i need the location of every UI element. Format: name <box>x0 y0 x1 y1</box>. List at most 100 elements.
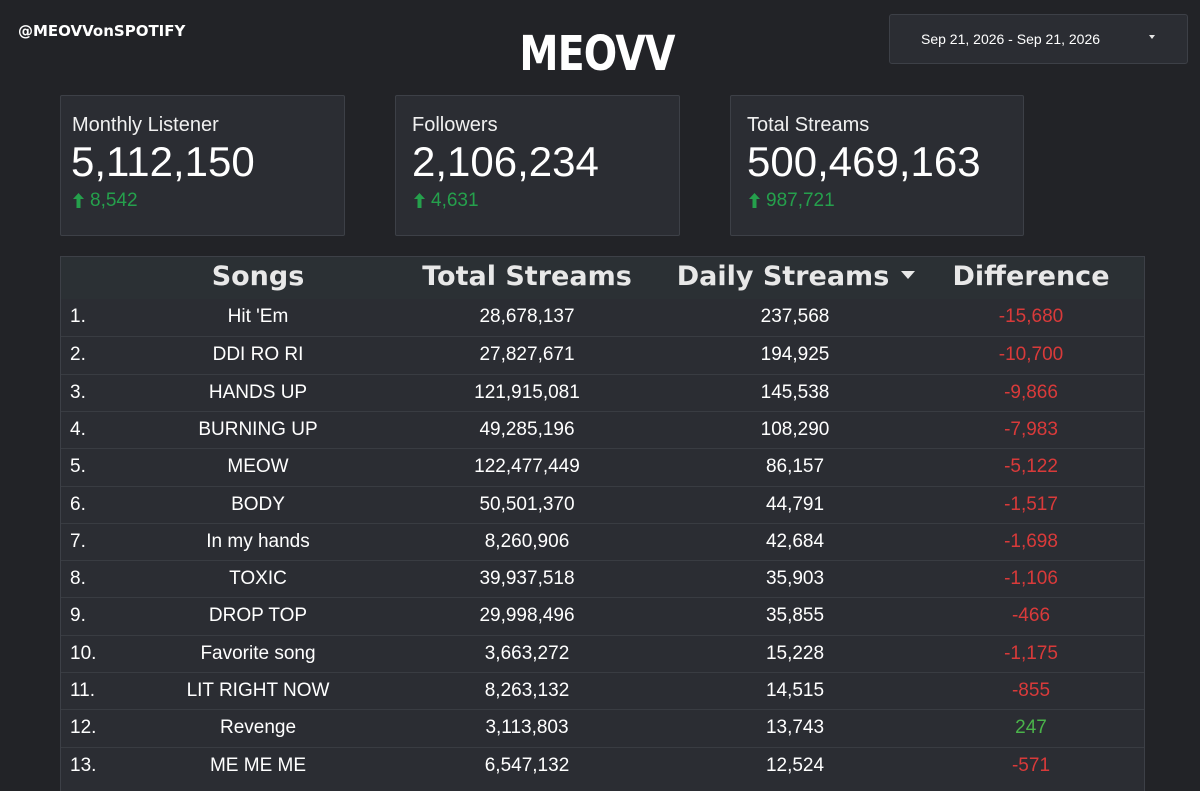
daily-streams-cell: 194,925 <box>760 344 830 366</box>
daily-streams-cell: 15,228 <box>765 642 825 664</box>
difference-cell: -466 <box>1011 605 1051 627</box>
date-range-text: Sep 21, 2026 - Sep 21, 2026 <box>921 31 1101 47</box>
songs-table: Songs Total Streams Daily Streams Differ… <box>60 256 1145 791</box>
card-delta: 4,631 <box>414 190 479 212</box>
account-handle: @MEOVVonSPOTIFY <box>18 22 186 40</box>
song-cell: Hit 'Em <box>227 306 289 327</box>
card-label: Monthly Listener <box>72 114 219 136</box>
daily-streams-cell: 14,515 <box>765 680 825 701</box>
total-streams-cell: 50,501,370 <box>479 493 575 515</box>
table-row[interactable]: 3. HANDS UP 121,915,081 145,538 -9,866 <box>61 373 1144 411</box>
song-cell: DROP TOP <box>208 605 308 627</box>
card-value: 2,106,234 <box>412 138 599 185</box>
difference-cell: -5,122 <box>1004 456 1058 478</box>
daily-streams-cell: 44,791 <box>765 493 825 515</box>
daily-streams-cell: 12,524 <box>765 754 825 776</box>
daily-streams-cell: 86,157 <box>765 456 825 478</box>
arrow-up-icon <box>749 193 760 208</box>
rank-cell: 6. <box>70 493 86 515</box>
card-label: Total Streams <box>747 114 870 136</box>
difference-cell: -855 <box>1011 680 1051 701</box>
total-streams-cell: 8,263,132 <box>484 680 570 701</box>
rank-cell: 5. <box>70 456 86 478</box>
date-range-picker[interactable]: Sep 21, 2026 - Sep 21, 2026 <box>889 14 1188 64</box>
total-streams-cell: 8,260,906 <box>484 530 570 552</box>
difference-cell: -1,517 <box>1004 493 1058 515</box>
rank-cell: 12. <box>70 717 97 739</box>
song-cell: DDI RO RI <box>212 344 304 366</box>
table-row[interactable]: 2. DDI RO RI 27,827,671 194,925 -10,700 <box>61 336 1144 373</box>
card-monthly-listener: Monthly Listener 5,112,150 8,542 <box>60 95 345 236</box>
rank-cell: 2. <box>70 344 86 366</box>
column-header-daily-label: Daily Streams <box>676 261 890 292</box>
daily-streams-cell: 35,855 <box>765 605 825 627</box>
arrow-up-icon <box>414 193 425 208</box>
song-cell: TOXIC <box>229 568 287 590</box>
song-cell: LIT RIGHT NOW <box>186 680 330 701</box>
rank-cell: 3. <box>70 381 86 403</box>
daily-streams-cell: 145,538 <box>760 381 830 403</box>
difference-cell: -1,106 <box>1004 568 1058 590</box>
total-streams-cell: 49,285,196 <box>479 418 575 440</box>
song-cell: MEOW <box>227 456 289 478</box>
daily-streams-cell: 13,743 <box>765 717 825 739</box>
total-streams-cell: 122,477,449 <box>474 456 580 478</box>
table-row[interactable]: 12. Revenge 3,113,803 13,743 247 <box>61 709 1144 746</box>
card-value: 5,112,150 <box>71 138 255 185</box>
column-header-total-streams[interactable]: Total Streams <box>422 261 632 292</box>
arrow-up-icon <box>73 193 84 208</box>
table-row[interactable]: 4. BURNING UP 49,285,196 108,290 -7,983 <box>61 410 1144 448</box>
table-row[interactable]: 10. Favorite song 3,663,272 15,228 -1,175 <box>61 634 1144 672</box>
table-row[interactable]: 5. MEOW 122,477,449 86,157 -5,122 <box>61 448 1144 485</box>
total-streams-cell: 121,915,081 <box>474 381 580 403</box>
card-label: Followers <box>412 114 498 136</box>
total-streams-cell: 27,827,671 <box>479 344 575 366</box>
rank-cell: 9. <box>70 605 86 627</box>
song-cell: HANDS UP <box>208 381 308 403</box>
difference-cell: -7,983 <box>1004 418 1058 440</box>
page-title: MEOVV <box>519 26 675 82</box>
chevron-down-icon <box>1149 35 1155 39</box>
card-delta-value: 4,631 <box>431 190 479 211</box>
total-streams-cell: 28,678,137 <box>479 306 575 327</box>
difference-cell: -9,866 <box>1004 381 1058 403</box>
rank-cell: 10. <box>70 642 97 664</box>
column-header-songs[interactable]: Songs <box>211 261 305 292</box>
daily-streams-cell: 237,568 <box>760 306 830 327</box>
song-cell: Favorite song <box>200 642 316 664</box>
rank-cell: 1. <box>70 306 86 327</box>
table-row[interactable]: 7. In my hands 8,260,906 42,684 -1,698 <box>61 522 1144 560</box>
table-row[interactable]: 1. Hit 'Em 28,678,137 237,568 -15,680 <box>61 299 1144 336</box>
table-row[interactable]: 8. TOXIC 39,937,518 35,903 -1,106 <box>61 560 1144 597</box>
card-delta: 987,721 <box>749 190 835 212</box>
table-row[interactable]: 6. BODY 50,501,370 44,791 -1,517 <box>61 485 1144 523</box>
daily-streams-cell: 42,684 <box>765 530 825 552</box>
rank-cell: 11. <box>70 680 96 701</box>
table-row[interactable]: 9. DROP TOP 29,998,496 35,855 -466 <box>61 597 1144 634</box>
total-streams-cell: 39,937,518 <box>479 568 575 590</box>
total-streams-cell: 6,547,132 <box>484 754 570 776</box>
song-cell: BURNING UP <box>198 418 318 440</box>
sort-descending-icon <box>901 271 916 279</box>
difference-cell: -10,700 <box>998 344 1064 366</box>
total-streams-cell: 3,663,272 <box>484 642 570 664</box>
card-delta-value: 987,721 <box>766 190 835 211</box>
column-header-daily-streams[interactable]: Daily Streams <box>661 261 931 292</box>
difference-cell: -1,175 <box>1004 642 1058 664</box>
total-streams-cell: 3,113,803 <box>485 717 569 739</box>
column-header-difference[interactable]: Difference <box>952 261 1110 292</box>
card-total-streams: Total Streams 500,469,163 987,721 <box>730 95 1024 236</box>
table-header: Songs Total Streams Daily Streams Differ… <box>61 257 1144 299</box>
total-streams-cell: 29,998,496 <box>479 605 575 627</box>
daily-streams-cell: 35,903 <box>765 568 825 590</box>
card-delta-value: 8,542 <box>90 190 138 211</box>
difference-cell: -1,698 <box>1004 530 1058 552</box>
difference-cell: -15,680 <box>998 306 1064 327</box>
difference-cell: 247 <box>1015 717 1047 739</box>
difference-cell: -571 <box>1011 754 1051 776</box>
daily-streams-cell: 108,290 <box>760 418 830 440</box>
song-cell: ME ME ME <box>209 754 307 776</box>
table-row[interactable]: 13. ME ME ME 6,547,132 12,524 -571 <box>61 746 1144 784</box>
table-row[interactable]: 11. LIT RIGHT NOW 8,263,132 14,515 -855 <box>61 672 1144 709</box>
